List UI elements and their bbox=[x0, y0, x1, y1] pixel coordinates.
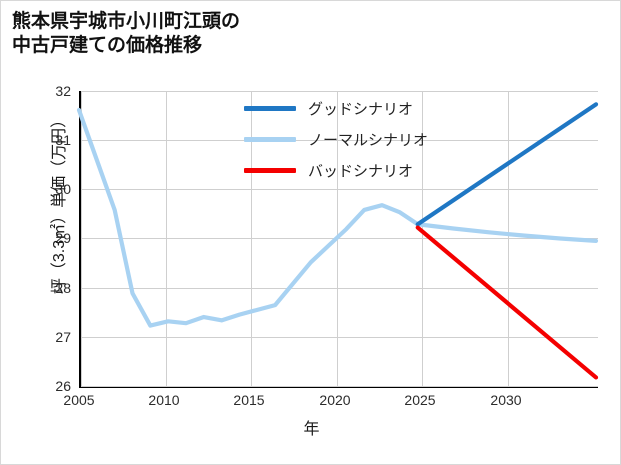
gridline-x-2010 bbox=[166, 91, 167, 386]
gridline-x-2030 bbox=[508, 91, 509, 386]
chart-legend: グッドシナリオ ノーマルシナリオ バッドシナリオ bbox=[244, 93, 484, 186]
legend-swatch-normal bbox=[244, 137, 296, 142]
x-tick-2005: 2005 bbox=[63, 392, 95, 408]
y-axis-title-wrap: 坪（3.3㎡）単価（万円） bbox=[1, 91, 68, 386]
gridline-y-28 bbox=[81, 288, 598, 289]
gridline-y-30 bbox=[81, 189, 598, 190]
x-axis-title: 年 bbox=[303, 421, 320, 438]
gridline-x-2005 bbox=[81, 91, 82, 386]
legend-label-good: グッドシナリオ bbox=[308, 101, 414, 118]
y-tick-28: 28 bbox=[55, 280, 71, 296]
y-tick-29: 29 bbox=[55, 230, 71, 246]
legend-swatch-bad bbox=[244, 168, 296, 173]
page-title: 熊本県宇城市小川町江頭の 中古戸建ての価格推移 bbox=[12, 11, 241, 57]
x-tick-2015: 2015 bbox=[233, 392, 265, 408]
legend-item-normal[interactable]: ノーマルシナリオ bbox=[244, 124, 484, 155]
x-tick-2030: 2030 bbox=[490, 392, 522, 408]
legend-item-bad[interactable]: バッドシナリオ bbox=[244, 155, 484, 186]
gridline-y-29 bbox=[81, 238, 598, 239]
x-tick-2020: 2020 bbox=[319, 392, 351, 408]
legend-item-good[interactable]: グッドシナリオ bbox=[244, 93, 484, 124]
y-tick-32: 32 bbox=[55, 83, 71, 99]
x-tick-2025: 2025 bbox=[404, 392, 436, 408]
legend-swatch-good bbox=[244, 106, 296, 111]
y-tick-27: 27 bbox=[55, 329, 71, 345]
y-axis-ticks: 32 31 30 29 28 27 26 bbox=[1, 83, 79, 394]
y-axis-title: 坪（3.3㎡）単価（万円） bbox=[51, 111, 68, 295]
x-axis-ticks: 2005 2010 2015 2020 2025 2030 bbox=[1, 392, 621, 414]
x-tick-2010: 2010 bbox=[148, 392, 180, 408]
gridline-y-32 bbox=[81, 91, 598, 92]
gridline-y-27 bbox=[81, 337, 598, 338]
gridline-y-26 bbox=[81, 386, 598, 387]
y-tick-31: 31 bbox=[55, 132, 71, 148]
legend-label-normal: ノーマルシナリオ bbox=[308, 132, 429, 149]
y-tick-30: 30 bbox=[55, 181, 71, 197]
y-tick-26: 26 bbox=[55, 378, 71, 394]
legend-label-bad: バッドシナリオ bbox=[308, 163, 414, 180]
